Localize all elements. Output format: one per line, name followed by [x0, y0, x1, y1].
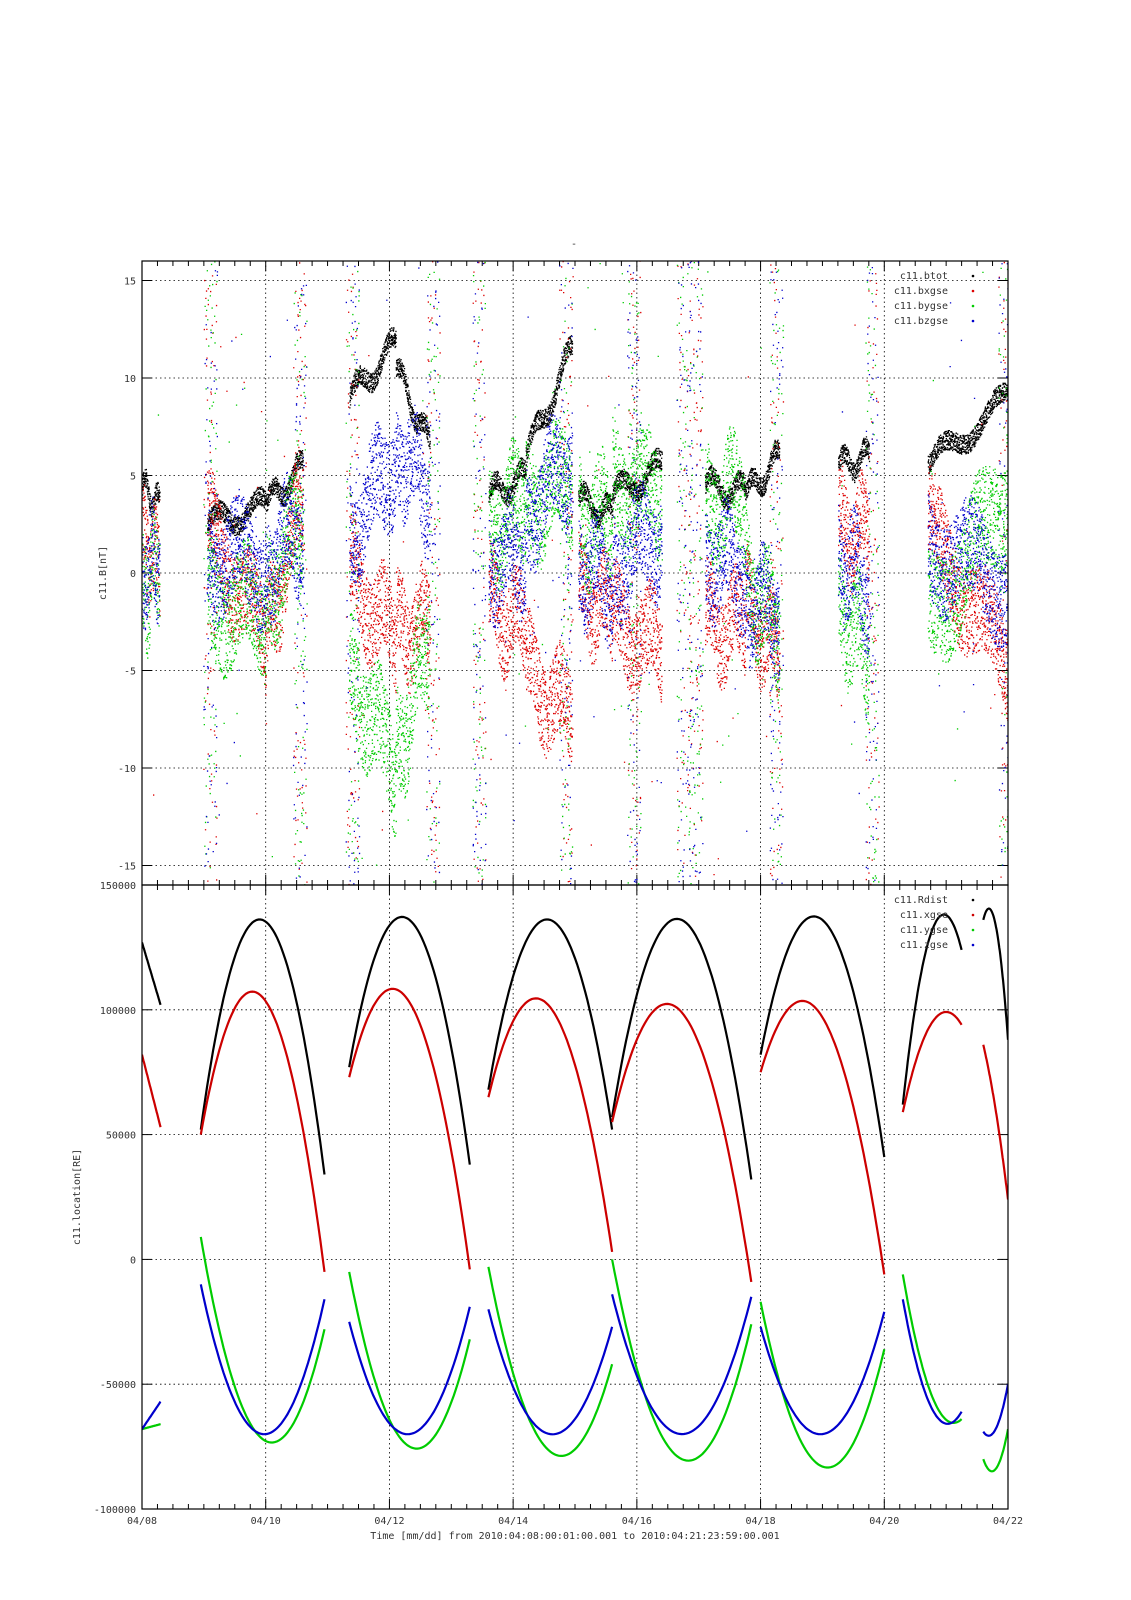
series-c11.bygse — [142, 263, 1008, 866]
series-c11.btot — [142, 327, 1008, 536]
legend-swatch-c11.xgse — [971, 913, 975, 917]
legend-label-c11.bxgse: c11.bxgse — [894, 286, 948, 297]
series-spikes-c11.bygse — [203, 261, 1008, 885]
series-line-c11.zgse — [487, 1309, 614, 1436]
series-line-c11.Rdist — [901, 913, 963, 1105]
series-line-c11.zgse — [901, 1299, 963, 1425]
series-spikes-c11.bzgse — [203, 261, 1008, 885]
y-tick-label: 10 — [124, 374, 136, 385]
series-line-c11.xgse — [901, 1010, 963, 1113]
y-tick-label: 0 — [130, 1255, 136, 1266]
y-tick-label: 15 — [124, 277, 136, 288]
series-line-c11.Rdist — [487, 918, 614, 1130]
y-axis-label: c11.location[RE] — [72, 1149, 83, 1245]
x-tick-label: 04/20 — [869, 1516, 899, 1527]
series-c11.bzgse — [142, 261, 1008, 832]
legend-label-c11.xgse: c11.xgse — [900, 910, 948, 921]
series-line-c11.xgse — [199, 990, 326, 1273]
series-spikes-c11.bxgse — [203, 261, 1008, 885]
y-tick-label: -50000 — [100, 1380, 136, 1391]
y-tick-label: 100000 — [100, 1006, 136, 1017]
legend-swatch-c11.bzgse — [971, 319, 975, 323]
legend-swatch-c11.ygse — [971, 928, 975, 932]
legend-swatch-c11.bxgse — [971, 289, 975, 293]
y-tick-label: -10 — [118, 764, 136, 775]
y-tick-label: -100000 — [94, 1505, 136, 1516]
legend-label-c11.bygse: c11.bygse — [894, 301, 948, 312]
series-points-c11.bxgse — [142, 304, 1008, 876]
legend-label-c11.Rdist: c11.Rdist — [894, 895, 948, 906]
legend-label-c11.bzgse: c11.bzgse — [894, 316, 948, 327]
series-points-c11.btot — [142, 327, 1008, 536]
chart-panel-1: -15 -10 -5 0 5 10 15 c11.B[nT] c11.btot c11.bxgse… — [98, 260, 1009, 886]
series-line-c11.xgse — [759, 999, 886, 1275]
series-line-c11.Rdist — [982, 907, 1008, 1040]
legend-label-c11.btot: c11.btot — [900, 271, 948, 282]
series-line-c11.ygse — [199, 1236, 326, 1444]
series-line-c11.xgse — [982, 1044, 1008, 1200]
y-tick-label: -5 — [124, 667, 136, 678]
x-tick-label: 04/10 — [251, 1516, 281, 1527]
series-line-c11.ygse — [982, 1428, 1008, 1473]
series-line-c11.ygse — [142, 1423, 161, 1431]
plot-area — [142, 261, 1008, 885]
legend: c11.btot c11.bxgse c11.bygse c11.bzgse — [894, 271, 975, 327]
series-line-c11.zgse — [611, 1294, 753, 1436]
plot-area — [142, 907, 1008, 1473]
x-tick-label: 04/16 — [622, 1516, 652, 1527]
chart-panel-2: -100000 -50000 0 50000 100000 150000 c11.locat… — [72, 881, 1009, 1516]
legend: c11.Rdist c11.xgse c11.ygse c11.zgse — [894, 895, 975, 951]
series-line-c11.xgse — [611, 1002, 753, 1283]
y-tick-label: 150000 — [100, 881, 136, 892]
series-line-c11.ygse — [901, 1274, 963, 1424]
chart-title-mark: - — [571, 239, 577, 250]
series-line-c11.Rdist — [142, 942, 162, 1006]
y-tick-label: 0 — [130, 569, 136, 580]
legend-swatch-c11.Rdist — [971, 898, 975, 902]
series-line-c11.Rdist — [611, 917, 753, 1180]
series-c11.bxgse — [142, 304, 1008, 876]
x-tick-label: 04/18 — [746, 1516, 776, 1527]
series-points-c11.bygse — [142, 263, 1008, 866]
x-axis-label: Time [mm/dd] from 2010:04:08:00:01:00.00… — [370, 1531, 779, 1542]
series-line-c11.ygse — [487, 1266, 614, 1457]
y-tick-label: 50000 — [106, 1131, 136, 1142]
x-tick-label: 04/12 — [374, 1516, 404, 1527]
x-tick-label: 04/08 — [127, 1516, 157, 1527]
series-points-c11.bzgse — [142, 261, 1008, 832]
legend-swatch-c11.zgse — [971, 943, 975, 947]
series-line-c11.xgse — [348, 987, 471, 1270]
x-tick-label: 04/14 — [498, 1516, 528, 1527]
series-line-c11.ygse — [611, 1259, 753, 1462]
legend-swatch-c11.bygse — [971, 304, 975, 308]
y-tick-label: -15 — [118, 862, 136, 873]
series-line-c11.zgse — [348, 1306, 471, 1436]
legend-swatch-c11.btot — [971, 274, 975, 278]
series-line-c11.zgse — [759, 1311, 886, 1436]
x-tick-label: 04/22 — [993, 1516, 1023, 1527]
y-tick-label: 5 — [130, 472, 136, 483]
y-axis-label: c11.B[nT] — [98, 546, 109, 600]
series-line-c11.zgse — [982, 1384, 1008, 1437]
series-line-c11.Rdist — [348, 915, 471, 1165]
series-line-c11.zgse — [142, 1400, 162, 1430]
series-line-c11.Rdist — [759, 915, 886, 1158]
series-line-c11.ygse — [348, 1271, 471, 1450]
plot-frame — [141, 884, 1009, 1510]
series-line-c11.xgse — [142, 1054, 162, 1128]
series-line-c11.xgse — [487, 997, 614, 1253]
legend-label-c11.ygse: c11.ygse — [900, 925, 948, 936]
series-line-c11.Rdist — [199, 918, 326, 1175]
series-line-c11.zgse — [199, 1284, 326, 1436]
legend-label-c11.zgse: c11.zgse — [900, 940, 948, 951]
